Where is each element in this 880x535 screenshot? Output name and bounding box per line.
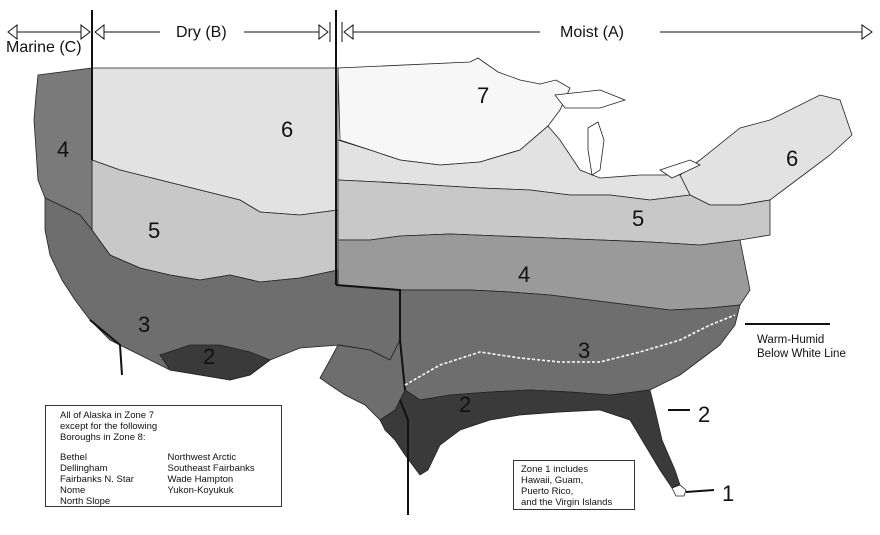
zone-4-central-label: 4	[518, 262, 530, 287]
borough-item: Southeast Fairbanks	[167, 463, 255, 474]
alaska-intro: All of Alaska in Zone 7 except for the f…	[60, 410, 275, 443]
zone-1-note: Zone 1 includes Hawaii, Guam, Puerto Ric…	[513, 460, 635, 510]
zone-6-west-label: 6	[281, 117, 293, 142]
alaska-note: All of Alaska in Zone 7 except for the f…	[45, 405, 282, 507]
zone-1-note-line: and the Virgin Islands	[521, 497, 613, 508]
zone-2-southwest-region	[159, 344, 271, 381]
zone-1-region	[671, 484, 687, 497]
borough-item: Fairbanks N. Star	[60, 474, 134, 485]
zone-6-northeast-region	[679, 94, 853, 206]
zone-3-west-label: 3	[138, 312, 150, 337]
borough-item: Dellingham	[60, 463, 108, 474]
borough-item: Wade Hampton	[167, 474, 234, 485]
lake-michigan	[587, 121, 605, 176]
moisture-regime-header	[7, 10, 873, 75]
zone-1-note-line: Zone 1 includes	[521, 464, 589, 475]
alaska-intro-line: Boroughs in Zone 8:	[60, 432, 146, 443]
zone-3-southeast-label: 3	[578, 338, 590, 363]
borough-item: North Slope	[60, 496, 111, 507]
lake-erie	[659, 159, 701, 179]
alaska-intro-line: except for the following	[60, 421, 158, 432]
moist-label: Moist (A)	[560, 24, 624, 41]
zone-5-west-label: 5	[148, 218, 160, 243]
borough-list-col1: Bethel Dellingham Fairbanks N. Star Nome…	[60, 452, 168, 507]
water-features	[554, 89, 701, 179]
zone-3-texas-region	[319, 338, 406, 421]
zone-regions	[33, 57, 853, 497]
marine-label: Marine (C)	[6, 39, 82, 56]
zone-1-note-line: Puerto Rico,	[521, 486, 574, 497]
borough-item: Nome	[60, 485, 86, 496]
zone-2-gulf-label: 2	[459, 392, 471, 417]
lake-superior	[554, 89, 627, 109]
zone-1-pointer-label: 1	[722, 481, 734, 506]
borough-item: Yukon-Koyukuk	[167, 485, 234, 496]
borough-item: Bethel	[60, 452, 87, 463]
zone-1-note-line: Hawaii, Guam,	[521, 475, 584, 486]
warm-humid-line1: Warm-Humid	[757, 334, 824, 346]
zone-5-east-label: 5	[632, 206, 644, 231]
zone-4-marine-label: 4	[57, 137, 69, 162]
boundaries	[89, 68, 830, 515]
zone-7-label: 7	[477, 83, 489, 108]
dry-label: Dry (B)	[176, 24, 227, 41]
borough-list-col2: Northwest Arctic Southeast Fairbanks Wad…	[168, 452, 276, 507]
zone-6-northeast-label: 6	[786, 146, 798, 171]
warm-humid-line2: Below White Line	[757, 348, 846, 360]
alaska-intro-line: All of Alaska in Zone 7	[60, 410, 154, 421]
borough-item: Northwest Arctic	[167, 452, 237, 463]
zone-2-gulf-region	[379, 389, 681, 489]
zone-2-southwest-label: 2	[203, 344, 215, 369]
zone-2-pointer-label: 2	[698, 402, 710, 427]
